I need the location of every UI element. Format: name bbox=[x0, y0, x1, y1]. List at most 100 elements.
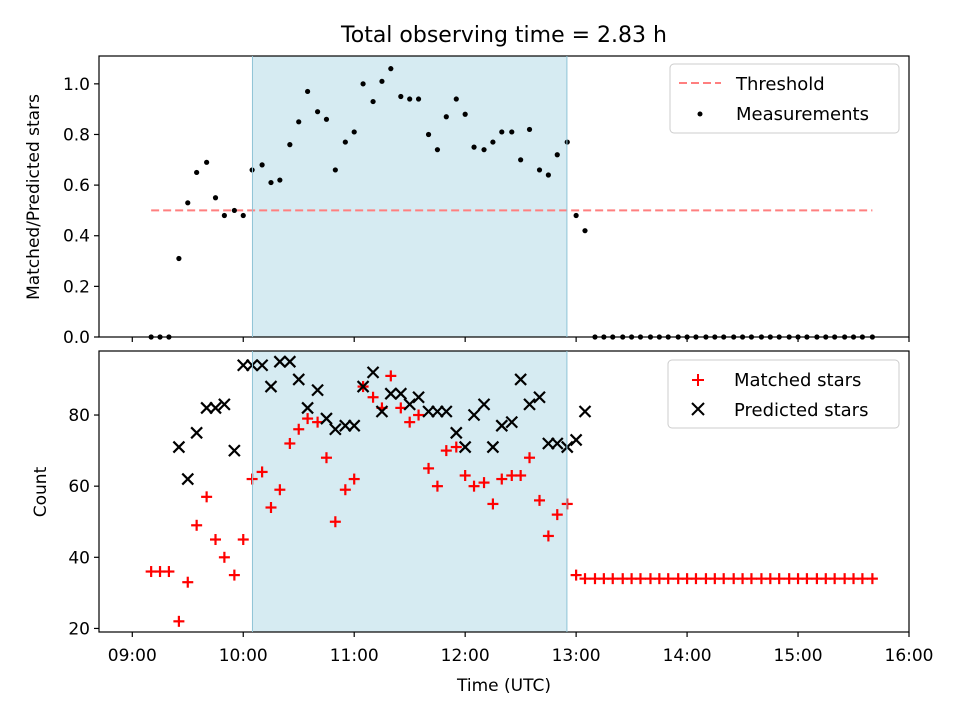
predicted-star-point bbox=[440, 405, 453, 418]
count-plot-frame bbox=[98, 350, 910, 633]
matched-star-point bbox=[431, 480, 443, 492]
measurement-point bbox=[481, 147, 487, 153]
predicted-star-point bbox=[403, 398, 416, 411]
y-tick-label: 40 bbox=[68, 548, 90, 568]
measurement-point bbox=[314, 109, 321, 115]
matched-star-point bbox=[218, 551, 230, 563]
matched-star-point bbox=[459, 469, 471, 481]
legend-threshold-label: Threshold bbox=[735, 74, 825, 95]
matched-star-point bbox=[478, 477, 490, 489]
y-tick-label: 60 bbox=[68, 477, 90, 497]
x-tick-label: 10:00 bbox=[219, 646, 268, 666]
count-y-ticks: 20 40 60 80 bbox=[68, 406, 99, 639]
predicted-star-point bbox=[450, 426, 463, 440]
legend-matched-swatch bbox=[692, 374, 704, 386]
count-legend-box bbox=[667, 359, 900, 429]
measurement-point bbox=[407, 96, 413, 102]
x-tick-label: 09:00 bbox=[108, 646, 157, 666]
legend-measurement-swatch bbox=[697, 111, 703, 117]
predicted-star-point bbox=[255, 358, 269, 372]
measurement-point bbox=[351, 129, 357, 135]
predicted-star-point bbox=[218, 398, 231, 411]
predicted-star-point bbox=[228, 444, 241, 457]
predicted-star-point bbox=[533, 390, 546, 404]
matched-star-point bbox=[773, 573, 785, 585]
matched-star-point bbox=[534, 494, 546, 506]
matched-star-point bbox=[634, 573, 646, 585]
matched-star-point bbox=[662, 573, 674, 585]
measurement-point bbox=[554, 152, 560, 158]
matched-star-point bbox=[690, 573, 702, 585]
y-tick-label: 0.8 bbox=[63, 125, 90, 145]
measurement-point bbox=[185, 200, 191, 206]
measurement-point bbox=[231, 207, 237, 214]
predicted-star-point bbox=[578, 405, 592, 418]
matched-star-point bbox=[173, 615, 185, 627]
matched-star-point bbox=[237, 534, 249, 546]
matched-star-point bbox=[191, 519, 203, 531]
predicted-star-point bbox=[347, 419, 361, 432]
measurement-point bbox=[342, 139, 348, 145]
predicted-star-point bbox=[209, 401, 222, 415]
measurement-point bbox=[388, 66, 394, 72]
x-tick-label: 12:00 bbox=[441, 646, 490, 666]
predicted-star-point bbox=[301, 401, 314, 415]
predicted-star-point bbox=[329, 422, 342, 436]
measurement-points bbox=[148, 66, 875, 340]
count-y-axis-label: Count bbox=[31, 466, 51, 517]
matched-star-point bbox=[745, 573, 757, 585]
measurement-point bbox=[277, 177, 283, 183]
predicted-star-point bbox=[569, 433, 583, 447]
measurement-point bbox=[536, 167, 543, 173]
matched-star-point bbox=[487, 498, 499, 510]
measurement-point bbox=[425, 131, 432, 138]
matched-star-point bbox=[496, 473, 508, 485]
matched-star-point bbox=[385, 370, 397, 382]
measurement-point bbox=[323, 116, 330, 122]
measurement-point bbox=[268, 179, 274, 186]
measurement-point bbox=[490, 139, 496, 145]
measurement-point bbox=[443, 114, 449, 120]
measurement-point bbox=[499, 129, 505, 135]
predicted-star-point bbox=[477, 398, 491, 411]
matched-star-point bbox=[542, 530, 554, 542]
matched-star-point bbox=[413, 409, 425, 421]
measurement-point bbox=[462, 111, 468, 117]
matched-star-point bbox=[302, 413, 314, 425]
matched-star-point bbox=[579, 573, 591, 585]
predicted-star-point bbox=[366, 366, 380, 379]
predicted-star-point bbox=[292, 373, 306, 386]
matched-star-point bbox=[228, 569, 240, 581]
ratio-legend-box bbox=[669, 63, 900, 134]
matched-star-point bbox=[256, 466, 268, 478]
matched-star-point bbox=[570, 569, 582, 581]
figure-title: Total observing time = 2.83 h bbox=[340, 23, 667, 48]
measurement-point bbox=[509, 129, 515, 135]
x-tick-label: 14:00 bbox=[663, 646, 712, 666]
matched-star-point bbox=[607, 573, 619, 585]
legend-predicted-label: Predicted stars bbox=[734, 400, 868, 421]
predicted-star-point bbox=[412, 390, 425, 404]
predicted-star-point bbox=[486, 440, 500, 454]
ratio-x-ticks bbox=[131, 337, 910, 342]
matched-star-point bbox=[395, 402, 407, 414]
matched-star-point bbox=[515, 469, 527, 481]
matched-star-point bbox=[718, 573, 730, 585]
measurement-point bbox=[582, 228, 588, 234]
observing-span-top bbox=[252, 56, 567, 337]
predicted-star-point bbox=[181, 472, 195, 486]
y-tick-label: 80 bbox=[68, 406, 90, 426]
matched-star-point bbox=[450, 441, 462, 453]
y-tick-label: 0.6 bbox=[63, 176, 90, 196]
matched-star-point bbox=[468, 480, 480, 492]
y-tick-label: 20 bbox=[68, 619, 90, 639]
ratio-y-axis-label: Matched/Predicted stars bbox=[24, 94, 44, 300]
matched-star-point bbox=[404, 416, 416, 428]
predicted-star-point bbox=[514, 373, 527, 386]
measurement-point bbox=[526, 126, 533, 133]
y-tick-label: 0.2 bbox=[63, 277, 90, 297]
matched-star-point bbox=[524, 452, 536, 464]
matched-star-point bbox=[312, 416, 324, 428]
measurement-point bbox=[545, 172, 551, 178]
